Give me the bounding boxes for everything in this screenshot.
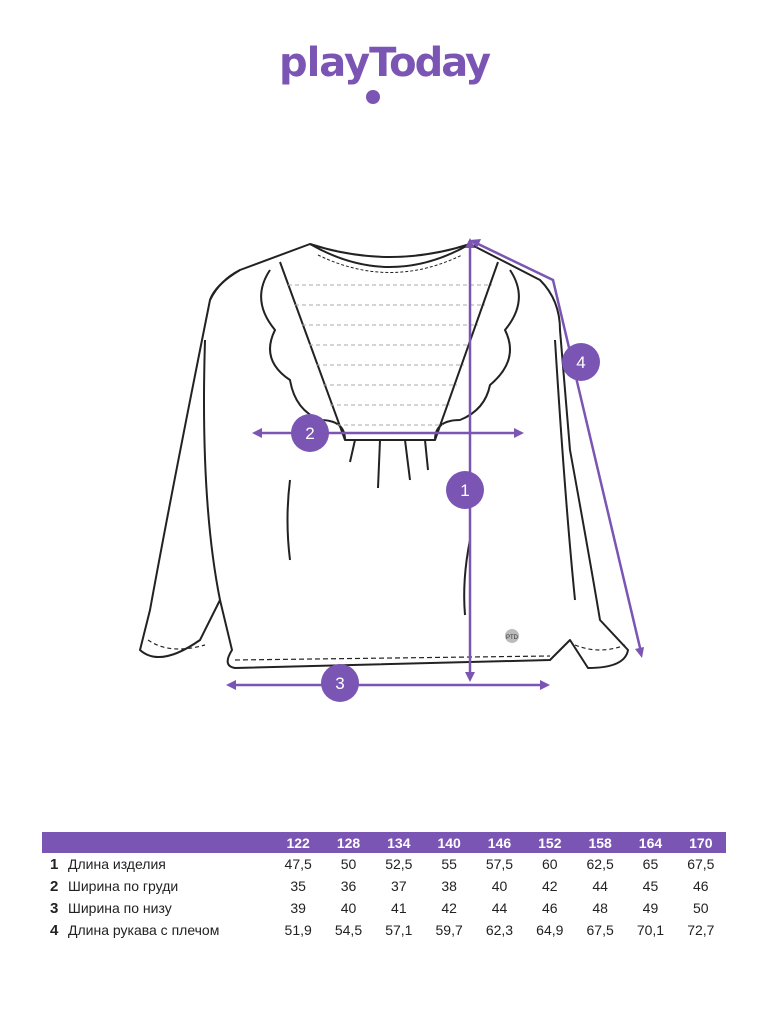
size-col: 134 (373, 832, 424, 853)
table-cell: 40 (491, 878, 508, 894)
size-col: 152 (524, 832, 575, 853)
marker-2: 2 (291, 414, 329, 452)
row-label: Длина изделия (68, 856, 166, 872)
marker-1: 1 (446, 471, 484, 509)
table-cell: 52,5 (385, 856, 413, 872)
svg-text:4: 4 (576, 353, 585, 372)
table-cell: 65 (642, 856, 659, 872)
size-col: 158 (574, 832, 626, 853)
table-row: 4 Длина рукава с плечом 51,9 54,5 57,1 59,7 62… (42, 919, 726, 941)
table-cell: 49 (642, 900, 659, 916)
table-cell: 62,5 (586, 856, 614, 872)
table-cell: 51,9 (284, 922, 312, 938)
table-cell: 38 (441, 878, 457, 894)
table-row: 3 Ширина по низу 39 40 41 42 44 46 48 49 50 (42, 897, 726, 919)
measure-markers: 1 2 3 4 (291, 343, 600, 702)
table-cell: 35 (290, 878, 306, 894)
table-cell: 48 (592, 900, 608, 916)
row-number: 4 (50, 921, 59, 939)
table-cell: 42 (441, 900, 457, 916)
brand-tag-icon (505, 629, 519, 643)
table-cell: 67,5 (687, 856, 715, 872)
row-label: Длина рукава с плечом (68, 922, 220, 938)
row-number: 1 (50, 855, 59, 873)
table-cell: 39 (290, 900, 306, 916)
table-row: 2 Ширина по груди 35 36 37 38 40 42 44 45 46 (42, 875, 726, 897)
header-blank (42, 832, 273, 853)
table-cell: 67,5 (586, 922, 614, 938)
svg-text:3: 3 (335, 674, 344, 693)
table-cell: 72,7 (687, 922, 715, 938)
marker-4: 4 (562, 343, 600, 381)
table-cell: 57,5 (485, 856, 514, 872)
size-col: 128 (323, 832, 374, 853)
row-number: 3 (50, 899, 59, 917)
table-cell: 42 (542, 878, 558, 894)
table-cell: 36 (340, 878, 357, 894)
table-cell: 46 (693, 878, 709, 894)
table-cell: 59,7 (435, 922, 463, 938)
garment-sketch: PTD 1 2 3 4 (139, 238, 644, 702)
measure-line-4 (473, 240, 643, 653)
table-cell: 57,1 (385, 922, 413, 938)
row-label: Ширина по низу (68, 900, 172, 916)
marker-3: 3 (321, 664, 359, 702)
table-cell: 47,5 (284, 856, 312, 872)
table-cell: 41 (391, 900, 407, 916)
size-col: 122 (273, 832, 324, 853)
table-cell: 55 (441, 856, 457, 872)
size-table: 122 128 134 140 146 152 158 164 170 1 Дли… (42, 832, 726, 941)
table-cell: 64,9 (536, 922, 564, 938)
svg-text:1: 1 (460, 481, 469, 500)
size-col: 146 (474, 832, 525, 853)
table-cell: 60 (542, 856, 558, 872)
table-cell: 44 (491, 900, 508, 916)
blouse-outline (139, 243, 629, 669)
size-header-row: 122 128 134 140 146 152 158 164 170 (42, 832, 726, 853)
size-col: 140 (423, 832, 475, 853)
garment-tag: PTD (506, 635, 519, 641)
table-cell: 62,3 (485, 922, 514, 938)
table-cell: 46 (542, 900, 558, 916)
table-cell: 44 (592, 878, 608, 894)
measure-lines (226, 238, 644, 690)
yoke-stripes (288, 284, 492, 426)
table-cell: 45 (642, 878, 659, 894)
table-cell: 40 (340, 900, 357, 916)
table-cell: 70,1 (636, 922, 665, 938)
table-cell: 54,5 (334, 922, 363, 938)
table-cell: 50 (693, 900, 709, 916)
table-cell: 37 (391, 878, 407, 894)
size-col: 170 (675, 832, 726, 853)
brand-logo: playToday (278, 40, 491, 86)
row-number: 2 (50, 877, 59, 895)
size-col: 164 (625, 832, 676, 853)
svg-text:2: 2 (305, 424, 314, 443)
row-label: Ширина по груди (68, 878, 179, 894)
table-row: 1 Длина изделия 47,5 50 52,5 55 57,5 60 62,5 65 67… (42, 853, 726, 875)
logo-dot (366, 90, 380, 104)
table-cell: 50 (340, 856, 357, 872)
